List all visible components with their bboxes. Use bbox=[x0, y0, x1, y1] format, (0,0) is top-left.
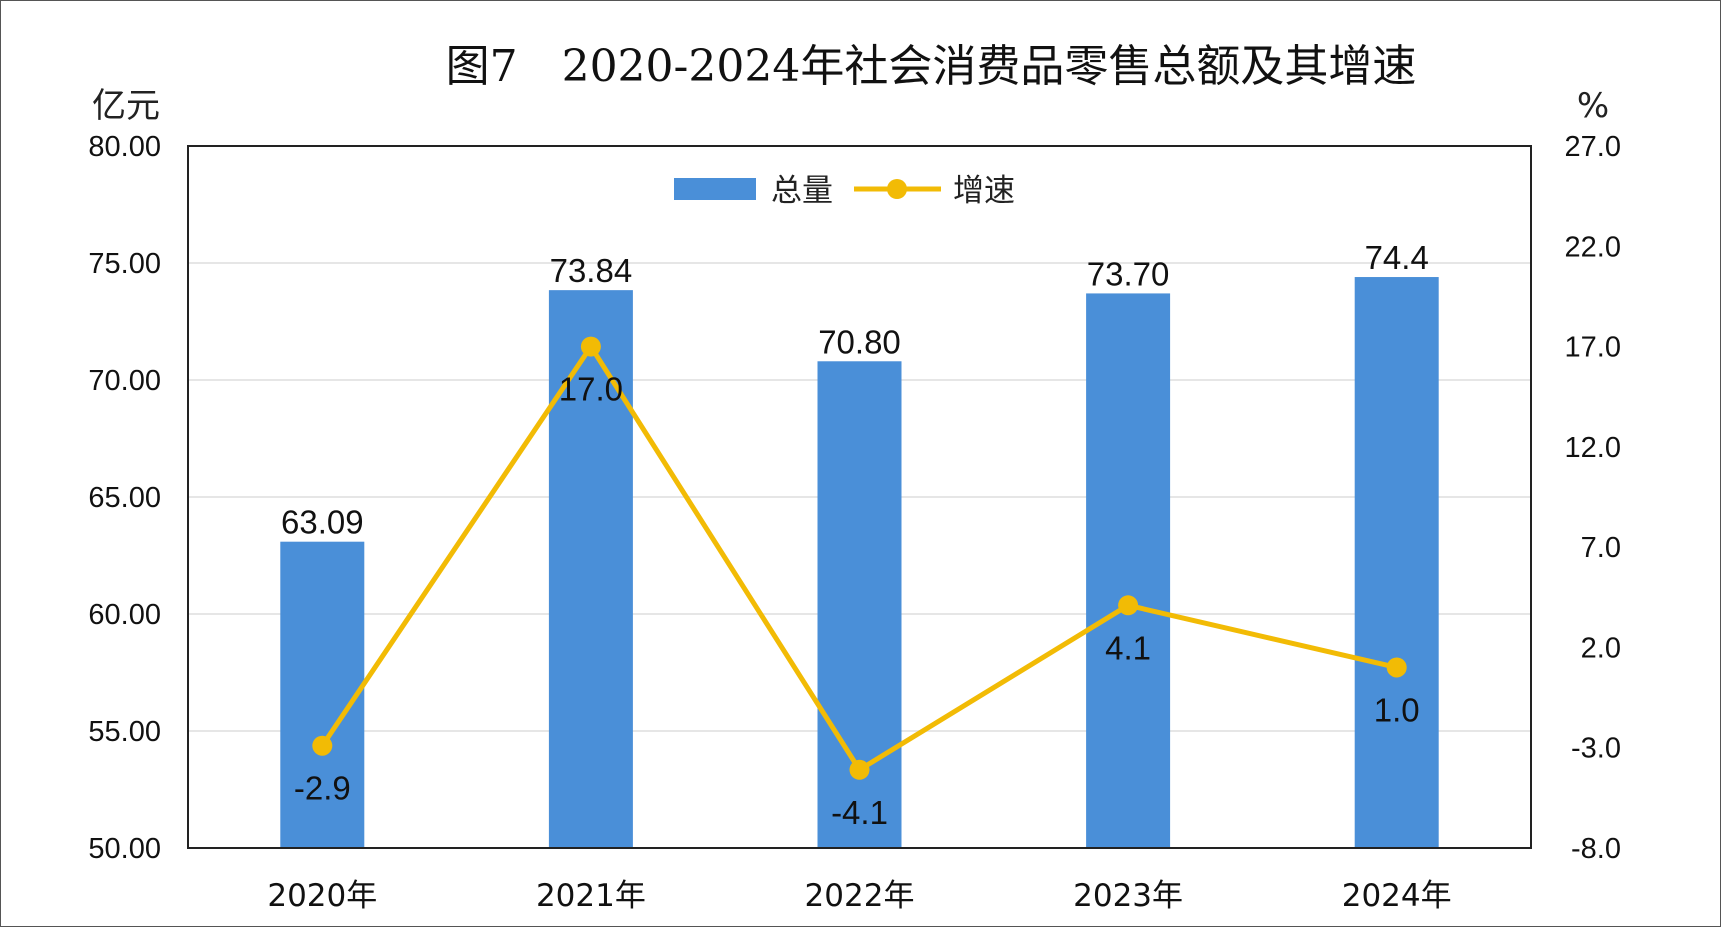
bar-value-label: 70.80 bbox=[818, 323, 901, 360]
legend: 总量 增速 bbox=[674, 173, 1015, 209]
right-axis-tick: -8.0 bbox=[1571, 833, 1621, 865]
growth-value-label: 1.0 bbox=[1374, 691, 1420, 728]
bar bbox=[548, 290, 633, 848]
left-axis-tick: 60.00 bbox=[88, 599, 161, 631]
left-axis-tick: 75.00 bbox=[88, 248, 161, 280]
plot-area bbox=[187, 145, 1532, 849]
right-axis-tick: 22.0 bbox=[1565, 231, 1621, 263]
bar-value-label: 73.84 bbox=[550, 252, 633, 289]
left-axis-tick: 80.00 bbox=[88, 131, 161, 163]
left-axis-tick: 55.00 bbox=[88, 716, 161, 748]
growth-point bbox=[312, 735, 333, 756]
growth-point bbox=[1386, 657, 1407, 678]
growth-value-label: -4.1 bbox=[831, 794, 888, 831]
growth-value-label: 4.1 bbox=[1105, 629, 1151, 666]
bar bbox=[280, 541, 365, 848]
bar-value-label: 74.4 bbox=[1365, 239, 1429, 276]
bar-value-label: 73.70 bbox=[1087, 255, 1170, 292]
x-axis-tick: 2023年 bbox=[1073, 878, 1183, 914]
bar-value-label: 63.09 bbox=[281, 504, 364, 541]
right-axis-tick: -3.0 bbox=[1571, 733, 1621, 765]
x-axis-tick: 2022年 bbox=[805, 878, 915, 914]
growth-point bbox=[1118, 595, 1139, 616]
chart-title: 图7 2020-2024年社会消费品零售总额及其增速 bbox=[446, 41, 1417, 92]
legend-label-total: 总量 bbox=[771, 173, 833, 209]
left-axis-tick: 50.00 bbox=[88, 833, 161, 865]
x-axis-tick: 2024年 bbox=[1342, 878, 1452, 914]
legend-marker-growth bbox=[887, 179, 907, 199]
right-axis-tick: 27.0 bbox=[1565, 131, 1621, 163]
bar bbox=[1086, 293, 1171, 848]
x-axis-tick: 2021年 bbox=[536, 878, 646, 914]
left-axis-tick: 70.00 bbox=[88, 365, 161, 397]
growth-point bbox=[849, 759, 870, 780]
left-axis-tick: 65.00 bbox=[88, 482, 161, 514]
right-axis-tick: 17.0 bbox=[1565, 332, 1621, 364]
legend-label-growth: 增速 bbox=[953, 173, 1015, 209]
left-axis-unit: 亿元 bbox=[92, 86, 160, 126]
right-axis-tick: 2.0 bbox=[1581, 632, 1621, 664]
growth-value-label: -2.9 bbox=[294, 770, 351, 807]
growth-point bbox=[580, 336, 601, 357]
x-axis-tick: 2020年 bbox=[267, 878, 377, 914]
right-axis-unit: % bbox=[1577, 86, 1609, 126]
bar bbox=[1354, 277, 1439, 848]
right-axis-tick: 12.0 bbox=[1565, 432, 1621, 464]
growth-value-label: 17.0 bbox=[559, 371, 623, 408]
right-axis-tick: 7.0 bbox=[1581, 532, 1621, 564]
legend-swatch-total bbox=[674, 178, 756, 200]
